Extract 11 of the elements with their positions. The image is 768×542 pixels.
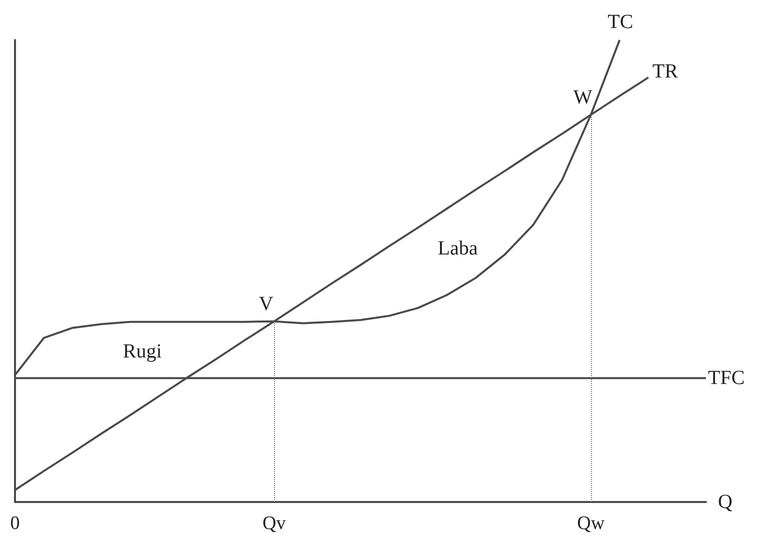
series-label: TC — [608, 11, 634, 33]
annotation: Rugi — [122, 340, 162, 362]
x-axis-title: Q — [718, 491, 733, 513]
annotation: V — [258, 292, 274, 315]
x-tick-label: 0 — [10, 513, 20, 534]
series-label: TFC — [708, 367, 745, 390]
annotation: Laba — [438, 237, 478, 260]
x-tick-label: Qw — [577, 513, 605, 534]
x-tick-label: Qv — [262, 513, 286, 534]
series-label: TR — [652, 60, 679, 82]
annotation: W — [573, 86, 592, 108]
